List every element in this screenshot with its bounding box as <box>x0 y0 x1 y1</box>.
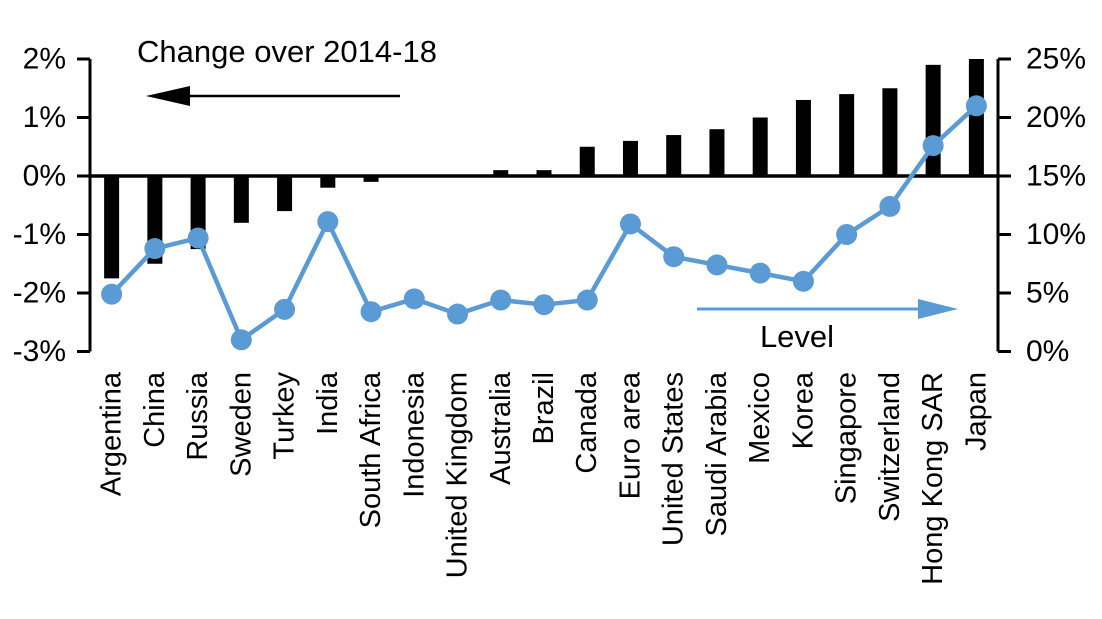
x-axis-label-switzerland: Switzerland <box>874 372 906 522</box>
left-axis-tick-label: 1% <box>23 101 66 134</box>
level-point-australia <box>490 289 512 311</box>
x-axis-label-hong-kong-sar: Hong Kong SAR <box>917 372 949 585</box>
bar-singapore <box>839 94 855 176</box>
level-point-switzerland <box>879 195 901 217</box>
x-axis-label-united-kingdom: United Kingdom <box>442 372 474 578</box>
x-axis-label-mexico: Mexico <box>744 372 776 464</box>
left-axis-tick-label: -2% <box>13 277 66 310</box>
level-point-russia <box>187 227 209 249</box>
level-point-argentina <box>101 283 123 305</box>
level-point-sweden <box>230 329 252 351</box>
level-point-china <box>144 238 166 260</box>
level-point-united-states <box>663 246 685 268</box>
x-axis-label-korea: Korea <box>787 371 819 449</box>
level-point-japan <box>965 95 987 117</box>
level-point-canada <box>576 289 598 311</box>
x-axis-label-india: India <box>312 371 344 435</box>
level-point-korea <box>792 270 814 292</box>
bar-brazil <box>536 170 552 176</box>
x-axis-label-indonesia: Indonesia <box>398 371 430 498</box>
x-axis-label-turkey: Turkey <box>269 372 301 460</box>
level-point-south-africa <box>360 301 382 323</box>
left-axis-tick-label: 0% <box>23 160 66 193</box>
x-axis-label-russia: Russia <box>182 371 214 461</box>
x-axis-label-united-states: United States <box>658 372 690 546</box>
x-axis-label-sweden: Sweden <box>225 372 257 477</box>
left-axis-tick-label: -1% <box>13 218 66 251</box>
bar-hong-kong-sar <box>925 64 941 176</box>
bar-canada <box>579 146 595 176</box>
bar-korea <box>795 99 811 176</box>
level-point-indonesia <box>403 288 425 310</box>
bar-australia <box>493 170 509 176</box>
level-point-euro-area <box>619 213 641 235</box>
x-axis-label-canada: Canada <box>571 371 603 473</box>
right-arrow-icon <box>918 299 958 319</box>
bar-united-states <box>666 135 682 176</box>
bar-euro-area <box>622 140 638 176</box>
x-axis-label-saudi-arabia: Saudi Arabia <box>701 371 733 536</box>
right-axis-tick-label: 15% <box>1026 160 1086 193</box>
bar-switzerland <box>882 88 898 176</box>
right-axis-spine <box>996 57 1011 353</box>
level-point-brazil <box>533 294 555 316</box>
x-axis-label-argentina: Argentina <box>96 371 128 496</box>
x-axis-label-japan: Japan <box>960 372 992 451</box>
right-axis-tick-label: 10% <box>1026 218 1086 251</box>
level-point-mexico <box>749 262 771 284</box>
bar-japan <box>968 59 984 176</box>
left-arrow-icon <box>146 86 190 106</box>
x-axis-label-china: China <box>139 371 171 448</box>
bar-india <box>320 176 336 188</box>
left-axis-tick-label: -3% <box>13 335 66 368</box>
level-point-saudi-arabia <box>706 254 728 276</box>
left-axis-tick-label: 2% <box>23 43 66 76</box>
line-series-annotation-label: Level <box>760 319 834 354</box>
bar-sweden <box>233 176 249 223</box>
level-point-india <box>317 211 339 233</box>
right-axis-tick-label: 5% <box>1026 277 1069 310</box>
bar-argentina <box>104 176 120 279</box>
x-axis-label-south-africa: South Africa <box>355 371 387 528</box>
level-point-turkey <box>274 298 296 320</box>
bar-mexico <box>752 117 768 176</box>
level-point-singapore <box>836 224 858 245</box>
bar-series-annotation-label: Change over 2014-18 <box>137 34 437 69</box>
level-point-united-kingdom <box>447 303 469 325</box>
level-point-hong-kong-sar <box>922 135 944 157</box>
right-axis-tick-label: 0% <box>1026 335 1069 368</box>
bar-turkey <box>277 176 293 212</box>
bar-saudi-arabia <box>709 129 725 176</box>
bar-south-africa <box>363 176 379 182</box>
right-axis-tick-label: 25% <box>1026 43 1086 76</box>
right-axis-tick-label: 20% <box>1026 101 1086 134</box>
x-axis-label-brazil: Brazil <box>528 372 560 445</box>
x-axis-label-singapore: Singapore <box>831 372 863 504</box>
x-axis-label-australia: Australia <box>485 371 517 485</box>
x-axis-label-euro-area: Euro area <box>614 371 646 499</box>
left-axis-spine <box>77 57 92 353</box>
